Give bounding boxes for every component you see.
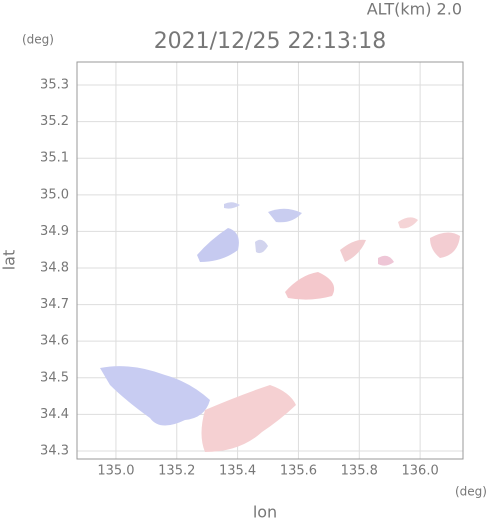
x-tick-label: 135.0 xyxy=(97,464,134,479)
y-tick-label: 35.1 xyxy=(40,151,69,166)
echo-pink xyxy=(340,239,366,262)
echo-blue xyxy=(268,208,302,223)
grid xyxy=(77,62,463,459)
echo-blue xyxy=(224,202,240,209)
y-tick-label: 35.2 xyxy=(40,114,69,129)
x-tick-label: 135.2 xyxy=(158,464,195,479)
x-axis-label: lon xyxy=(253,503,277,521)
y-unit: (deg) xyxy=(22,33,54,47)
y-tick-label: 34.4 xyxy=(40,407,69,422)
y-tick-label: 34.3 xyxy=(40,443,69,458)
echo-pink xyxy=(378,255,394,266)
y-tick-label: 35.0 xyxy=(40,187,69,202)
echo-blue xyxy=(255,239,268,254)
x-tick-label: 135.4 xyxy=(219,464,256,479)
y-tick-label: 34.5 xyxy=(40,370,69,385)
echo-pink xyxy=(430,232,460,258)
y-axis-label: lat xyxy=(0,250,19,271)
x-tick-label: 135.6 xyxy=(280,464,317,479)
y-tick-label: 34.8 xyxy=(40,261,69,276)
altitude-label: ALT(km) 2.0 xyxy=(367,0,462,19)
y-tick-label: 34.7 xyxy=(40,297,69,312)
echo-pink xyxy=(201,385,296,452)
y-tick-label: 35.3 xyxy=(40,78,69,93)
x-tick-label: 136.0 xyxy=(402,464,439,479)
echo-pink xyxy=(398,217,418,229)
x-tick-label: 135.8 xyxy=(341,464,378,479)
echo-pink xyxy=(285,272,335,300)
y-tick-label: 34.9 xyxy=(40,224,69,239)
chart-title: 2021/12/25 22:13:18 xyxy=(154,29,387,54)
y-tick-label: 34.6 xyxy=(40,334,69,349)
plot-frame xyxy=(76,61,464,460)
echo-blue xyxy=(197,228,239,262)
x-unit: (deg) xyxy=(455,485,487,499)
echo-blue xyxy=(100,366,210,426)
echo-field xyxy=(100,202,460,452)
